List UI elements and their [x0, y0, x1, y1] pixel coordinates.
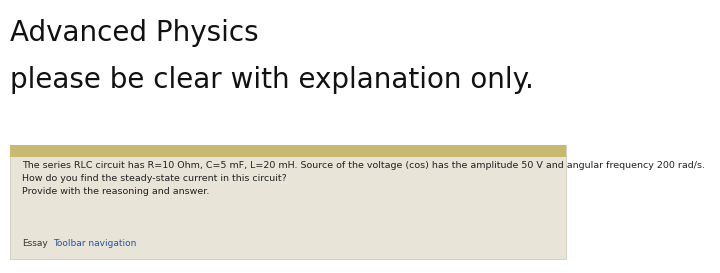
Text: Advanced Physics: Advanced Physics — [10, 19, 259, 47]
Text: Essay: Essay — [22, 239, 48, 248]
Text: please be clear with explanation only.: please be clear with explanation only. — [10, 66, 534, 94]
Text: The series RLC circuit has R=10 Ohm, C=5 mF, L=20 mH. Source of the voltage (cos: The series RLC circuit has R=10 Ohm, C=5… — [22, 161, 705, 197]
FancyBboxPatch shape — [10, 145, 566, 259]
FancyBboxPatch shape — [10, 145, 566, 157]
Text: Toolbar navigation: Toolbar navigation — [53, 239, 136, 248]
